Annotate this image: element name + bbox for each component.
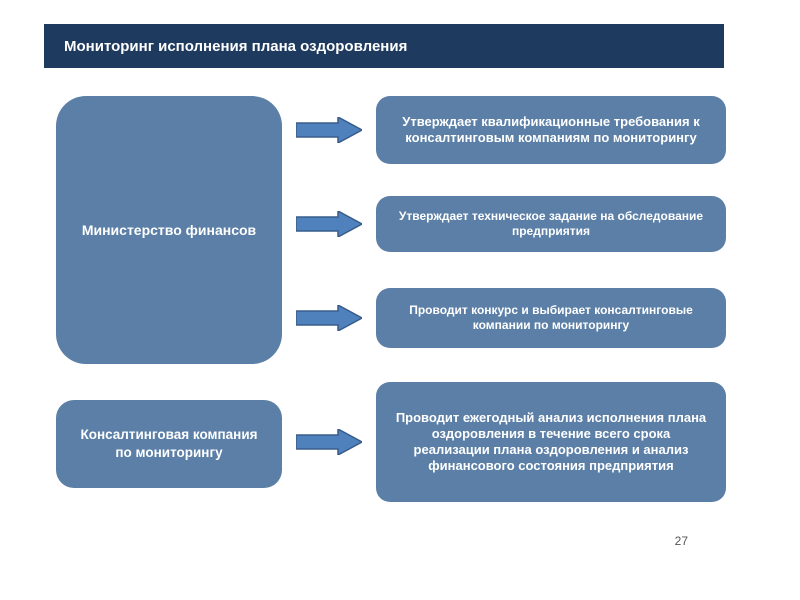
r3-box: Проводит конкурс и выбирает консалтингов… [376, 288, 726, 348]
r1-box: Утверждает квалификационные требования к… [376, 96, 726, 164]
title-bar: Мониторинг исполнения плана оздоровления [44, 24, 724, 68]
arrow-3-icon [296, 305, 362, 331]
r2-box: Утверждает техническое задание на обслед… [376, 196, 726, 252]
arrow-2-icon [296, 211, 362, 237]
page-number: 27 [675, 534, 688, 548]
r2-text: Утверждает техническое задание на обслед… [394, 209, 708, 239]
r3-text: Проводит конкурс и выбирает консалтингов… [394, 303, 708, 333]
r4-text: Проводит ежегодный анализ исполнения пла… [394, 410, 708, 475]
arrow-1-icon [296, 117, 362, 143]
ministry-box: Министерство финансов [56, 96, 282, 364]
r1-text: Утверждает квалификационные требования к… [394, 114, 708, 147]
r4-box: Проводит ежегодный анализ исполнения пла… [376, 382, 726, 502]
ministry-label: Министерство финансов [82, 222, 256, 238]
consulting-box: Консалтинговая компания по мониторингу [56, 400, 282, 488]
title-text: Мониторинг исполнения плана оздоровления [64, 38, 407, 55]
consulting-label: Консалтинговая компания по мониторингу [72, 426, 266, 461]
arrow-4-icon [296, 429, 362, 455]
